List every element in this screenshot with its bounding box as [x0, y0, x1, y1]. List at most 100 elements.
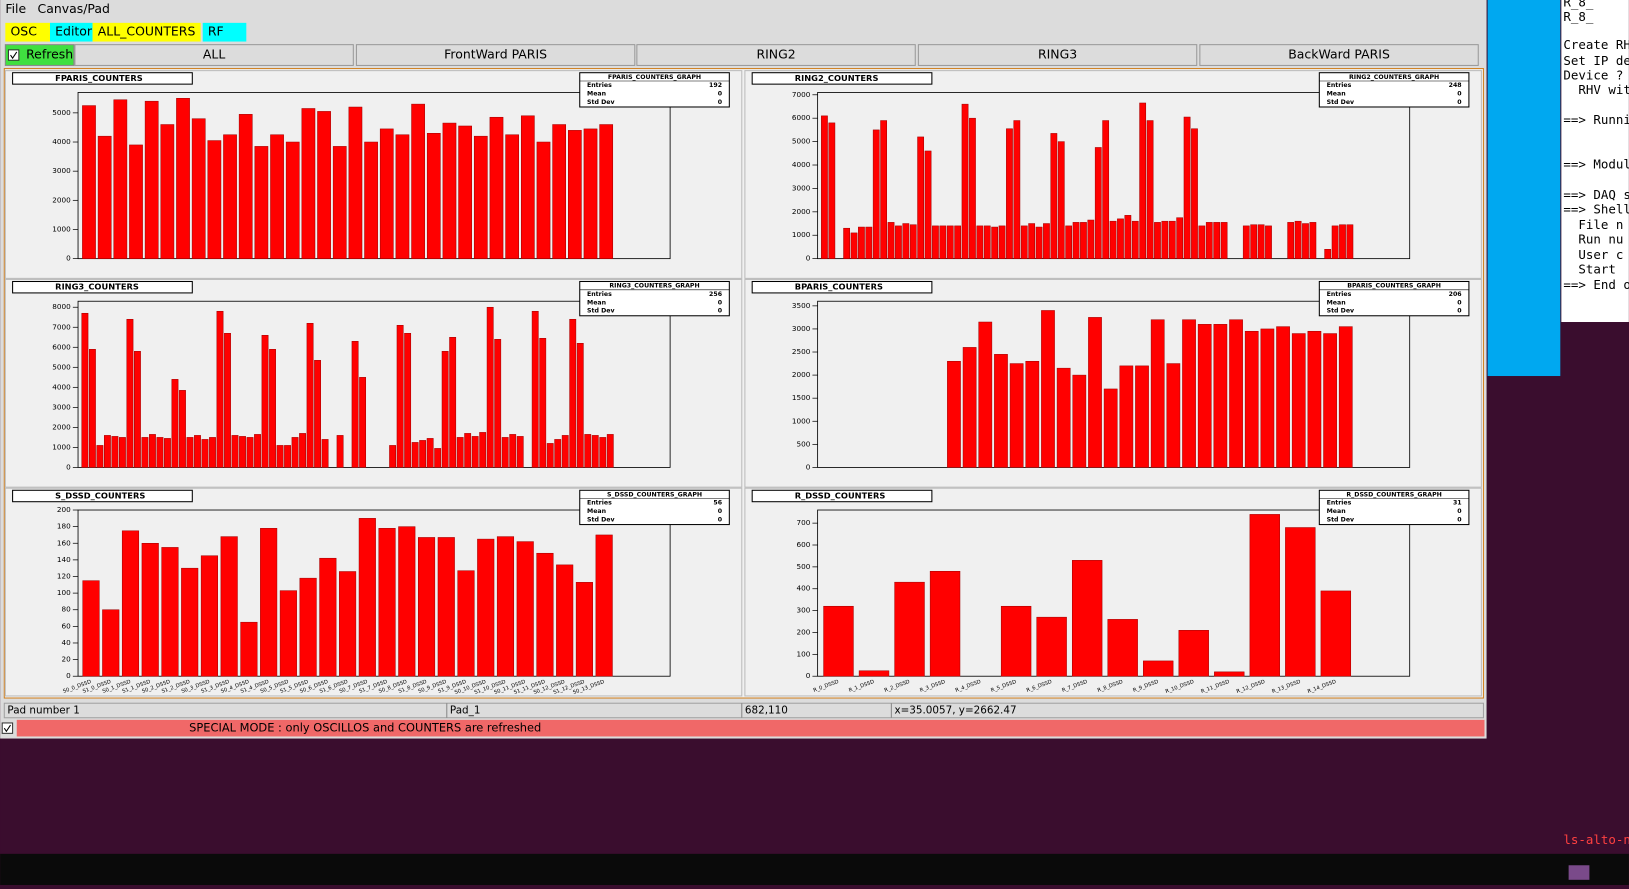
tab[interactable] [92, 22, 201, 42]
bar [1043, 223, 1050, 259]
checkbox[interactable] [7, 49, 20, 61]
bar [239, 436, 246, 468]
subtab-label[interactable]: RING2 [756, 47, 795, 62]
tab[interactable] [202, 22, 247, 42]
stats-value: 0 [1457, 99, 1462, 106]
subtab-label[interactable]: RING3 [1038, 47, 1077, 62]
stats-title: FPARIS_COUNTERS_GRAPH [608, 74, 701, 81]
subtab-label[interactable]: BackWard PARIS [1288, 47, 1390, 62]
bar [1050, 133, 1058, 259]
subtab[interactable] [355, 44, 636, 66]
bar [1161, 220, 1169, 259]
refresh-button[interactable] [4, 44, 75, 66]
bar [181, 567, 199, 677]
tab-label[interactable]: ALL_COUNTERS [98, 24, 196, 39]
refresh-label[interactable]: Refresh [26, 47, 73, 62]
bar [599, 124, 614, 259]
y-tick-label: 1500 [792, 393, 811, 402]
pad-title: R_DSSD_COUNTERS [795, 490, 886, 500]
bar [858, 226, 865, 259]
pad-title-box [751, 280, 933, 294]
bar [306, 322, 314, 468]
bar [1265, 225, 1272, 259]
bar [546, 443, 554, 468]
bar [336, 435, 344, 468]
bar [223, 134, 237, 259]
pad-title: RING2_COUNTERS [795, 73, 879, 83]
bar [895, 225, 902, 259]
stats-value: 0 [718, 516, 723, 523]
tab[interactable] [5, 22, 50, 42]
bar [591, 435, 599, 468]
bar [858, 670, 890, 677]
bar [81, 312, 89, 468]
bar [1143, 660, 1174, 677]
menu-item[interactable]: Canvas/Pad [38, 1, 110, 16]
bar [1323, 333, 1337, 468]
bar [224, 333, 231, 468]
tab-label[interactable]: Editor [55, 24, 93, 39]
bar [231, 435, 239, 468]
bar [102, 609, 120, 677]
stats-label: Std Dev [587, 516, 615, 523]
bar [917, 136, 925, 259]
bar [104, 435, 111, 468]
bar [359, 377, 367, 468]
bar [285, 141, 300, 259]
stats-box [1318, 280, 1470, 317]
bar [1168, 220, 1176, 259]
bar [1346, 224, 1354, 259]
stats-value: 0 [1457, 308, 1462, 315]
stats-value: 0 [1457, 508, 1462, 515]
bar [932, 225, 939, 259]
bar [994, 354, 1008, 468]
subtab-label[interactable]: ALL [203, 47, 225, 62]
stats-value: 206 [1449, 291, 1462, 298]
stats-title: S_DSSD_COUNTERS_GRAPH [607, 491, 702, 498]
bar [1178, 630, 1209, 677]
bar [1324, 249, 1332, 259]
bar [437, 537, 455, 677]
subtab[interactable] [917, 44, 1198, 66]
bar [260, 528, 278, 677]
y-tick-label: 3000 [52, 402, 71, 411]
bar [872, 129, 880, 259]
bar [411, 442, 419, 468]
bar [1242, 225, 1250, 259]
subtab[interactable] [74, 44, 354, 66]
stats-label: Entries [1327, 291, 1352, 298]
status-text: Pad_1 [450, 704, 481, 716]
y-tick-label: 7000 [52, 322, 71, 331]
bar [1117, 218, 1124, 259]
bar [389, 445, 397, 468]
y-tick-label: 2500 [792, 347, 811, 356]
menu-item[interactable]: File [5, 1, 26, 16]
pad-title: BPARIS_COUNTERS [795, 282, 883, 292]
bar [843, 227, 851, 259]
tab-label[interactable]: RF [208, 24, 224, 39]
tab-label[interactable]: OSC [11, 24, 38, 39]
terminal-line: RHV wit [1563, 82, 1629, 97]
tab[interactable] [49, 22, 93, 42]
terminal-line: File n [1563, 217, 1623, 232]
bar [501, 437, 509, 468]
bar [1041, 310, 1055, 468]
y-tick-label: 2000 [792, 207, 811, 216]
y-tick-label: 5000 [52, 108, 71, 117]
bar [1198, 225, 1206, 259]
stats-label: Mean [1327, 90, 1346, 97]
bar [398, 526, 416, 677]
stats-value: 248 [1449, 82, 1462, 89]
bar [1197, 324, 1212, 468]
subtab[interactable] [636, 44, 916, 66]
subtab-label[interactable]: FrontWard PARIS [444, 47, 547, 62]
bar [129, 144, 143, 259]
checkbox[interactable] [1, 722, 14, 734]
bar [924, 150, 932, 259]
bar [828, 122, 836, 259]
bar [301, 108, 316, 259]
terminal-line: ==> Runnin [1563, 112, 1629, 127]
bar [279, 590, 297, 677]
bar [978, 321, 993, 468]
subtab[interactable] [1199, 44, 1479, 66]
